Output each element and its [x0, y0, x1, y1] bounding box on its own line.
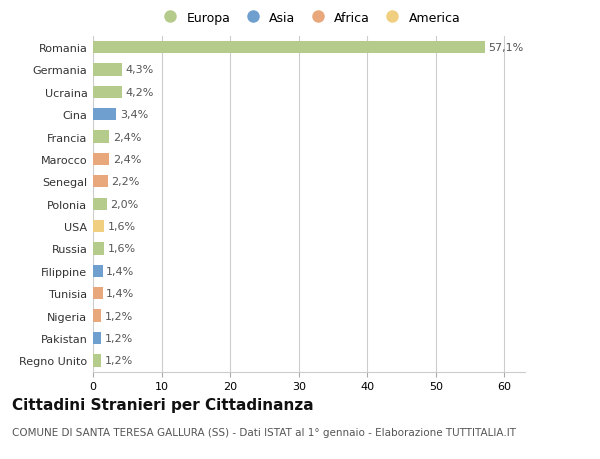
Bar [93, 86, 122, 99]
Bar [93, 310, 101, 322]
Text: 3,4%: 3,4% [120, 110, 148, 120]
Bar [93, 64, 122, 76]
Text: 1,6%: 1,6% [107, 244, 136, 254]
Text: 2,2%: 2,2% [112, 177, 140, 187]
Text: 2,4%: 2,4% [113, 132, 141, 142]
Text: 1,2%: 1,2% [104, 333, 133, 343]
Bar [93, 287, 103, 300]
Text: COMUNE DI SANTA TERESA GALLURA (SS) - Dati ISTAT al 1° gennaio - Elaborazione TU: COMUNE DI SANTA TERESA GALLURA (SS) - Da… [12, 427, 516, 437]
Legend: Europa, Asia, Africa, America: Europa, Asia, Africa, America [155, 9, 463, 27]
Text: Cittadini Stranieri per Cittadinanza: Cittadini Stranieri per Cittadinanza [12, 397, 314, 412]
Text: 1,2%: 1,2% [104, 311, 133, 321]
Bar [93, 243, 104, 255]
Bar [93, 265, 103, 277]
Text: 1,4%: 1,4% [106, 289, 134, 299]
Text: 2,4%: 2,4% [113, 155, 141, 165]
Text: 4,3%: 4,3% [126, 65, 154, 75]
Bar [93, 109, 116, 121]
Bar [93, 176, 108, 188]
Text: 1,4%: 1,4% [106, 266, 134, 276]
Text: 1,2%: 1,2% [104, 356, 133, 366]
Text: 4,2%: 4,2% [125, 88, 154, 98]
Bar [93, 42, 485, 54]
Text: 57,1%: 57,1% [488, 43, 523, 53]
Text: 2,0%: 2,0% [110, 199, 139, 209]
Bar [93, 332, 101, 344]
Bar [93, 153, 109, 166]
Text: 1,6%: 1,6% [107, 222, 136, 232]
Bar [93, 354, 101, 367]
Bar [93, 198, 107, 210]
Bar [93, 220, 104, 233]
Bar [93, 131, 109, 143]
